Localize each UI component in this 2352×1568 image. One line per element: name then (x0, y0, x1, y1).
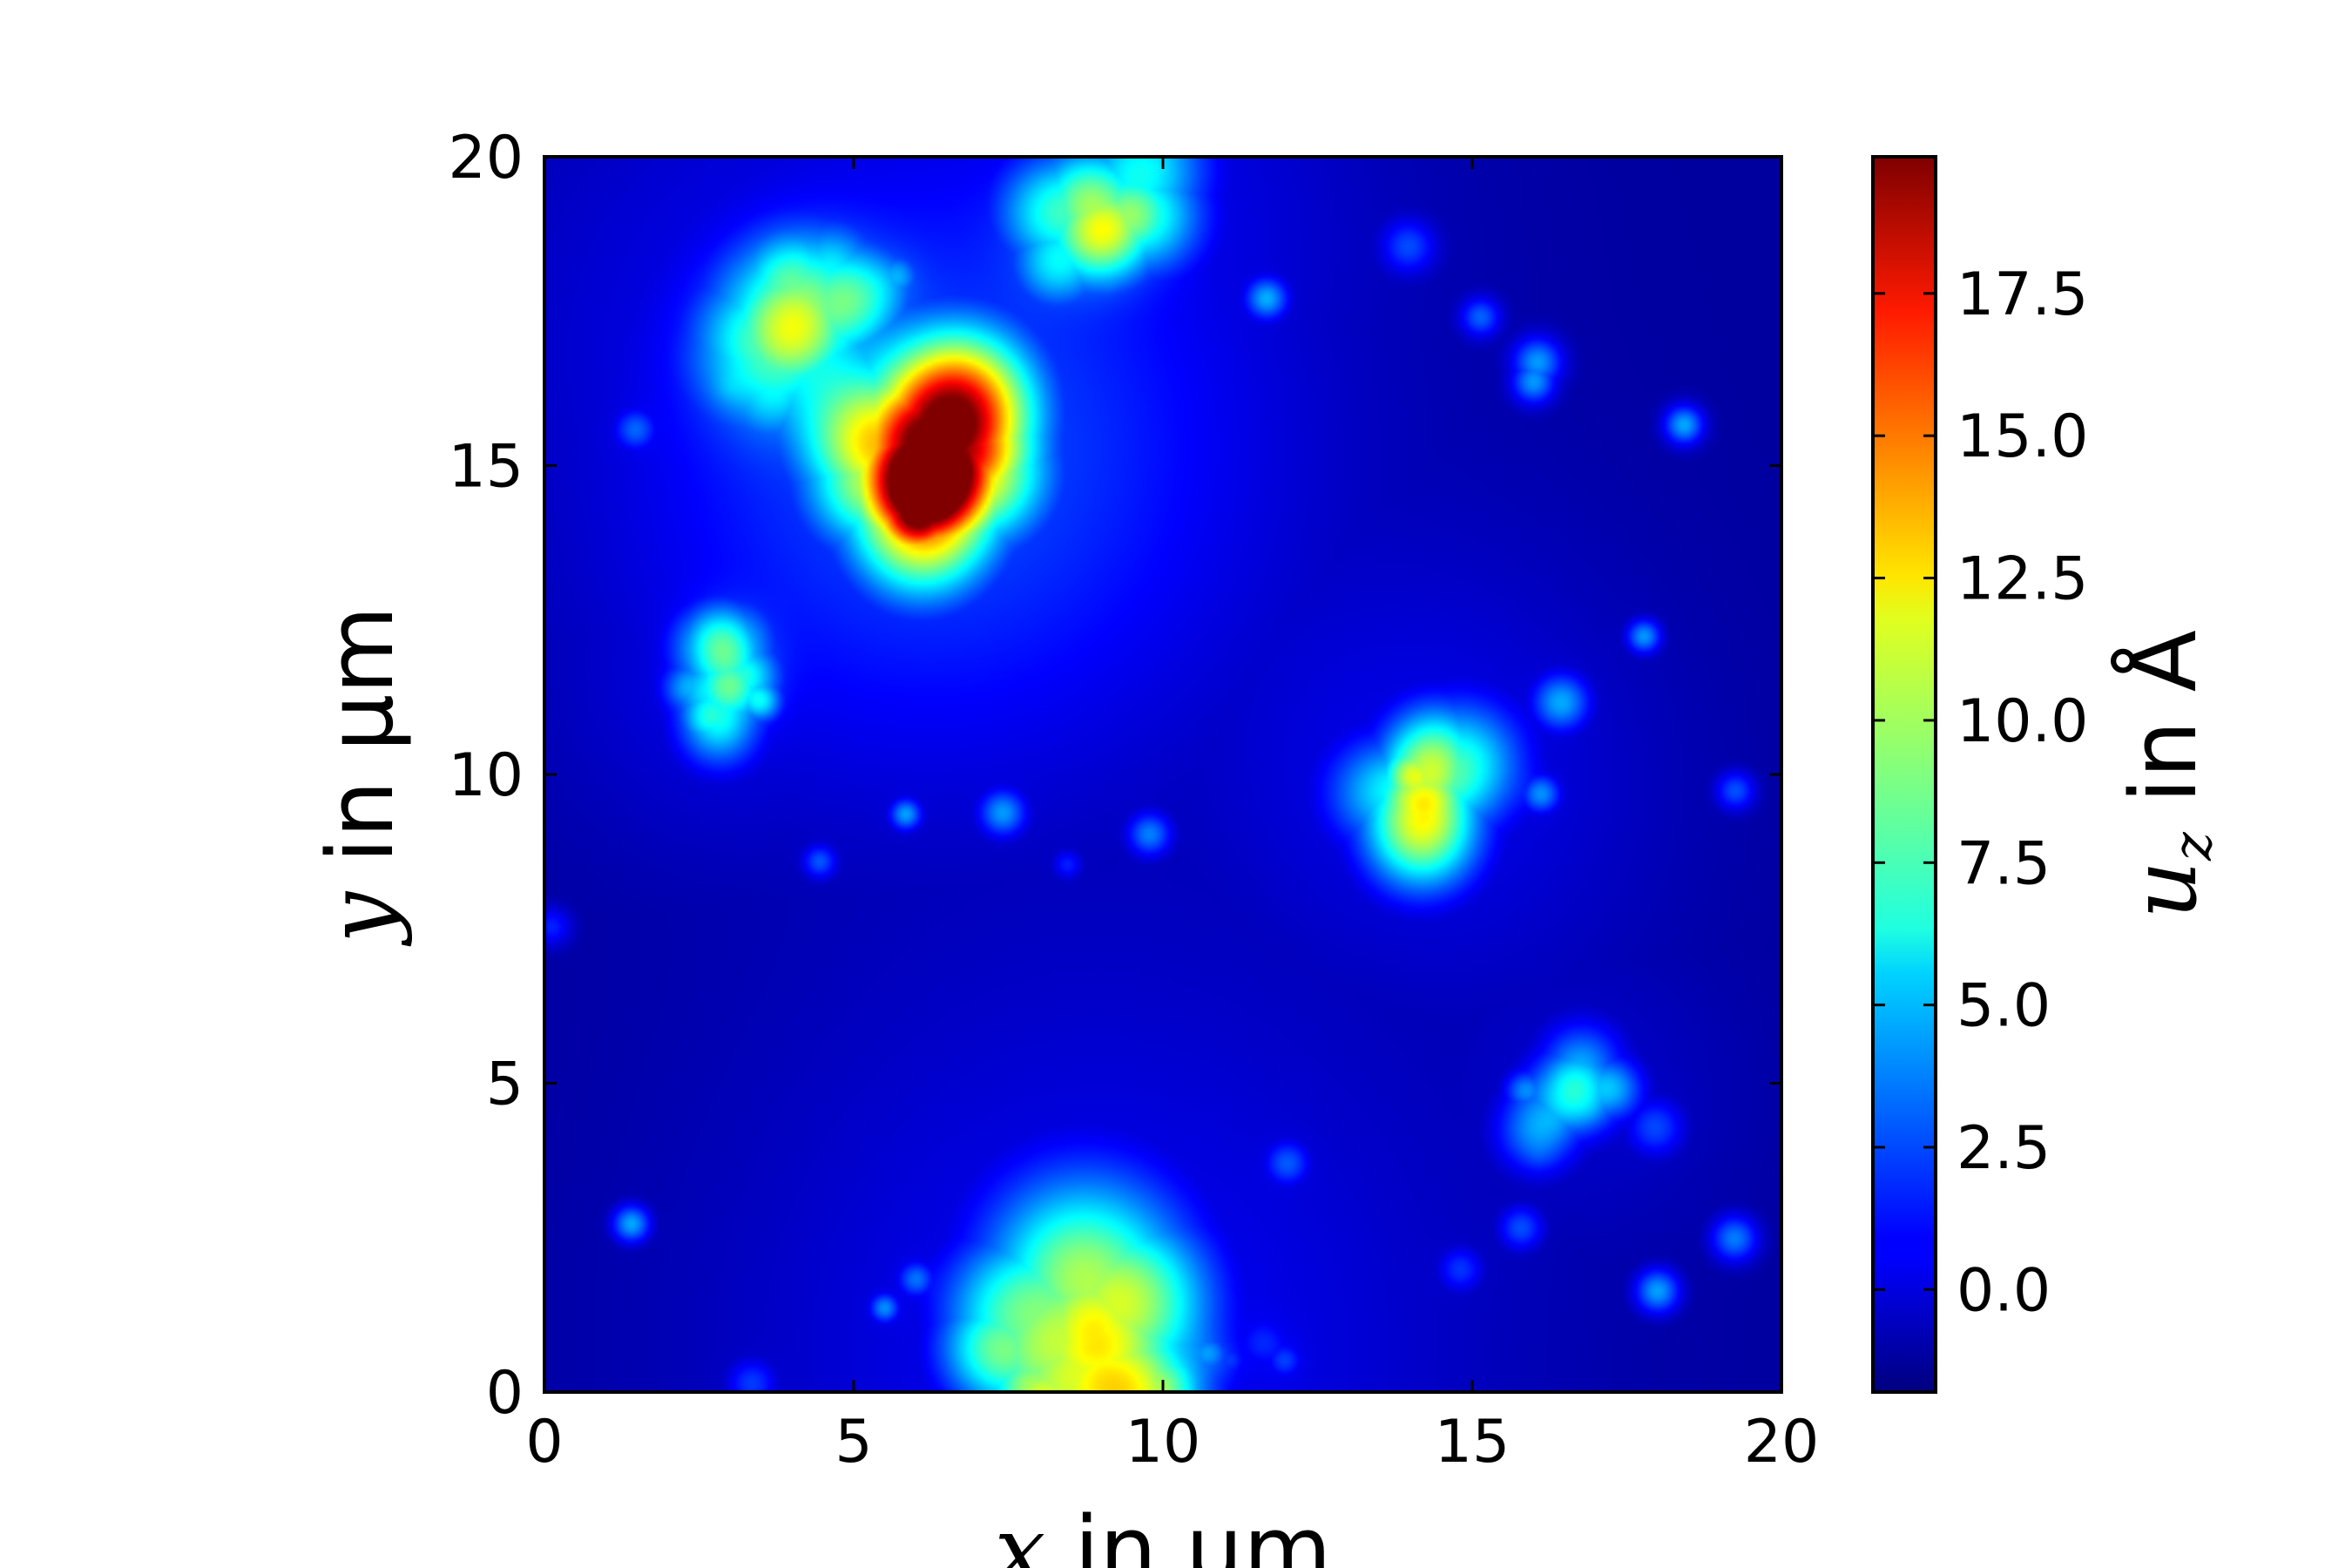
colorbar-tick-label: 0.0 (1957, 1256, 2051, 1325)
y-tick-label: 5 (486, 1051, 524, 1119)
x-tick-label: 5 (835, 1408, 872, 1477)
x-axis-ticks: 0 5 10 15 20 (525, 157, 1819, 1477)
x-axis-unit: in µm (1045, 1497, 1331, 1568)
x-tick-label: 10 (1125, 1408, 1201, 1477)
y-tick-label: 15 (448, 433, 524, 502)
colorbar-ticks: 0.0 2.5 5.0 7.5 10.0 12.5 15.0 17.5 (1873, 260, 2088, 1325)
colorbar-gradient (1873, 157, 1936, 1392)
x-axis-var: x (994, 1497, 1045, 1568)
colorbar-var: u (2111, 861, 2217, 919)
colorbar-tick-label: 5.0 (1957, 972, 2051, 1041)
y-axis-label: y in µm (308, 605, 414, 946)
colorbar-tick-label: 10.0 (1957, 687, 2088, 756)
colorbar-tick-label: 2.5 (1957, 1114, 2051, 1183)
x-tick-label: 15 (1435, 1408, 1511, 1477)
colorbar-label: uz in Å (2111, 630, 2224, 919)
y-tick-label: 10 (448, 741, 524, 810)
heatmap-canvas (544, 157, 1781, 1392)
x-tick-label: 20 (1744, 1408, 1820, 1477)
x-tick-label: 0 (525, 1408, 563, 1477)
y-tick-label: 20 (448, 124, 524, 193)
y-axis-var: y (308, 891, 414, 947)
colorbar-tick-label: 12.5 (1957, 545, 2088, 614)
x-axis-label: x in µm (994, 1497, 1331, 1568)
heatmap-plot (543, 155, 1783, 1394)
colorbar-unit: in Å (2111, 630, 2217, 832)
y-tick-label: 0 (486, 1359, 524, 1428)
colorbar-frame (1871, 155, 1937, 1394)
colorbar-tick-label: 17.5 (1957, 260, 2088, 329)
colorbar: 0.0 2.5 5.0 7.5 10.0 12.5 15.0 17.5 (1871, 155, 2088, 1394)
y-axis-ticks: 0 5 10 15 20 (448, 124, 1781, 1428)
colorbar-tick-label: 7.5 (1957, 829, 2051, 898)
colorbar-var-sub: z (2160, 832, 2224, 862)
y-axis-unit: in µm (308, 605, 414, 891)
colorbar-tick-label: 15.0 (1957, 402, 2088, 471)
